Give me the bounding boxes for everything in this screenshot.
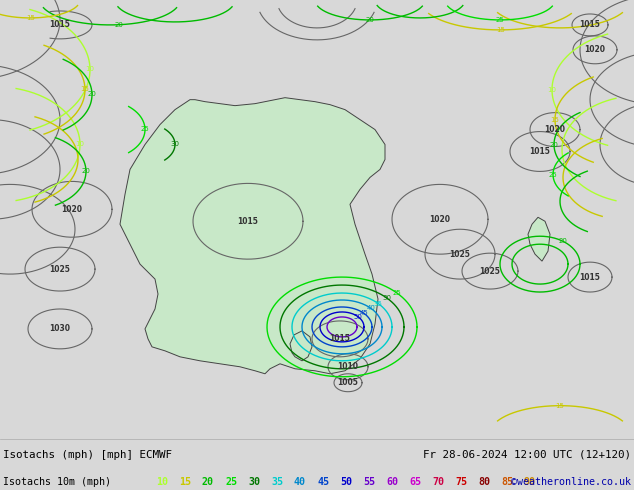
Text: 1020: 1020	[585, 46, 605, 54]
Text: 25: 25	[548, 172, 557, 177]
Polygon shape	[290, 331, 312, 361]
Text: 25: 25	[225, 477, 237, 487]
Text: 25: 25	[392, 290, 401, 295]
Text: 30: 30	[248, 477, 260, 487]
Text: 10: 10	[156, 477, 168, 487]
Text: 1030: 1030	[49, 324, 70, 333]
Text: 70: 70	[432, 477, 444, 487]
Text: 20: 20	[559, 239, 568, 245]
Text: 15: 15	[496, 27, 505, 33]
Text: 1015: 1015	[330, 334, 351, 343]
Text: 20: 20	[202, 477, 214, 487]
Text: Fr 28-06-2024 12:00 UTC (12+120): Fr 28-06-2024 12:00 UTC (12+120)	[423, 450, 631, 460]
Text: 1010: 1010	[337, 362, 358, 371]
Text: 20: 20	[115, 22, 124, 28]
Text: 1015: 1015	[579, 21, 600, 29]
Text: 1015: 1015	[579, 272, 600, 282]
Text: 35: 35	[374, 301, 383, 307]
Text: 1005: 1005	[337, 378, 358, 387]
Text: 15: 15	[26, 15, 35, 21]
Text: 15: 15	[550, 117, 559, 123]
Text: 1020: 1020	[545, 125, 566, 134]
Text: 45: 45	[317, 477, 329, 487]
Text: 90: 90	[524, 477, 536, 487]
Text: 10: 10	[548, 87, 557, 93]
Text: 1020: 1020	[61, 205, 82, 214]
Text: 60: 60	[386, 477, 398, 487]
Text: 20: 20	[87, 92, 96, 98]
Text: 15: 15	[81, 86, 89, 93]
Text: 55: 55	[363, 477, 375, 487]
Text: 10: 10	[86, 66, 94, 73]
Text: 1025: 1025	[450, 250, 470, 259]
Text: 65: 65	[409, 477, 421, 487]
Text: 25: 25	[496, 17, 505, 23]
Text: 30: 30	[382, 295, 392, 301]
Text: 10: 10	[75, 141, 84, 147]
Text: 1015: 1015	[49, 21, 70, 29]
Text: 15: 15	[555, 403, 564, 409]
Text: 1025: 1025	[49, 265, 70, 273]
Text: Isotachs (mph) [mph] ECMWF: Isotachs (mph) [mph] ECMWF	[3, 450, 172, 460]
Text: 40: 40	[294, 477, 306, 487]
Text: ©weatheronline.co.uk: ©weatheronline.co.uk	[511, 477, 631, 487]
Text: 1020: 1020	[429, 215, 451, 224]
Text: 1015: 1015	[529, 147, 550, 156]
Text: 40: 40	[366, 305, 375, 312]
Text: 1025: 1025	[479, 267, 500, 275]
Text: 75: 75	[455, 477, 467, 487]
Text: 80: 80	[478, 477, 490, 487]
Text: 30: 30	[171, 142, 179, 147]
Text: 20: 20	[550, 142, 559, 147]
Text: Isotachs 10m (mph): Isotachs 10m (mph)	[3, 477, 111, 487]
Text: 45: 45	[359, 310, 368, 316]
Text: 15: 15	[179, 477, 191, 487]
Text: 35: 35	[271, 477, 283, 487]
Text: 85: 85	[501, 477, 513, 487]
Text: 50: 50	[340, 477, 352, 487]
Polygon shape	[120, 98, 385, 374]
Text: 20: 20	[366, 17, 375, 23]
Text: 20: 20	[82, 168, 91, 174]
Text: 25: 25	[141, 126, 150, 132]
Polygon shape	[528, 217, 550, 261]
Text: 50: 50	[354, 314, 363, 319]
Text: 1015: 1015	[238, 217, 259, 226]
